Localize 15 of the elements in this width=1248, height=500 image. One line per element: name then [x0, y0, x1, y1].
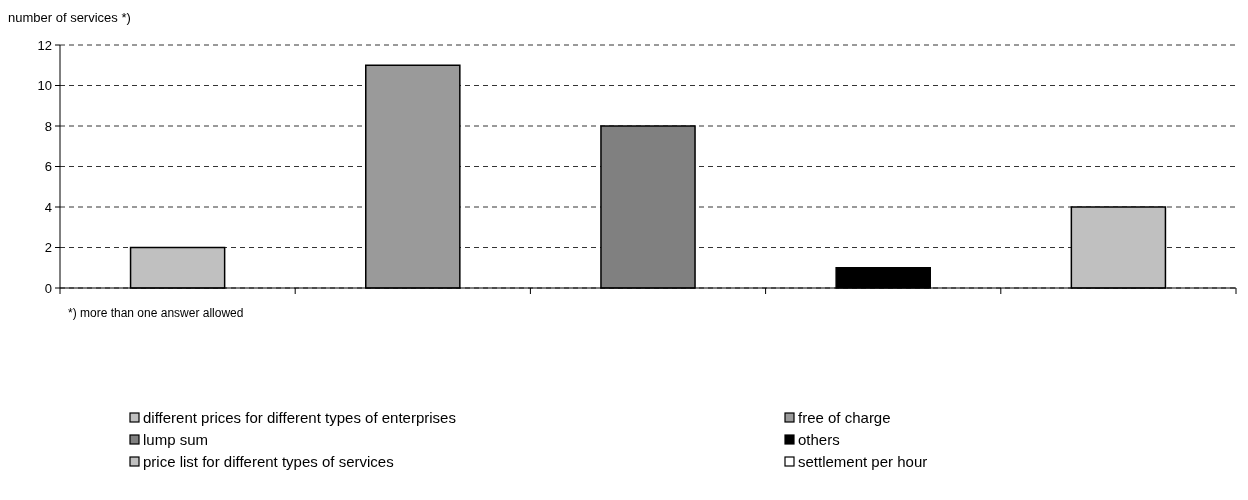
legend-label: free of charge [798, 409, 891, 427]
y-tick-label: 2 [44, 240, 52, 256]
y-tick-label: 6 [44, 159, 52, 175]
y-tick-label: 12 [37, 37, 52, 53]
legend-label: settlement per hour [798, 453, 928, 471]
legend-label: different prices for different types of enterprises [143, 409, 456, 427]
y-tick-label: 10 [37, 78, 52, 94]
legend-label: lump sum [143, 431, 209, 449]
y-tick-label: 4 [44, 199, 52, 215]
y-tick-label: 8 [44, 118, 52, 134]
text: *) more than one answer allowed [68, 306, 244, 320]
legend-label: price list for different types of services [143, 453, 394, 471]
legend-label: others [798, 431, 840, 449]
y-axis-title: number of services *) [8, 10, 131, 25]
y-tick-label: 0 [44, 280, 52, 296]
